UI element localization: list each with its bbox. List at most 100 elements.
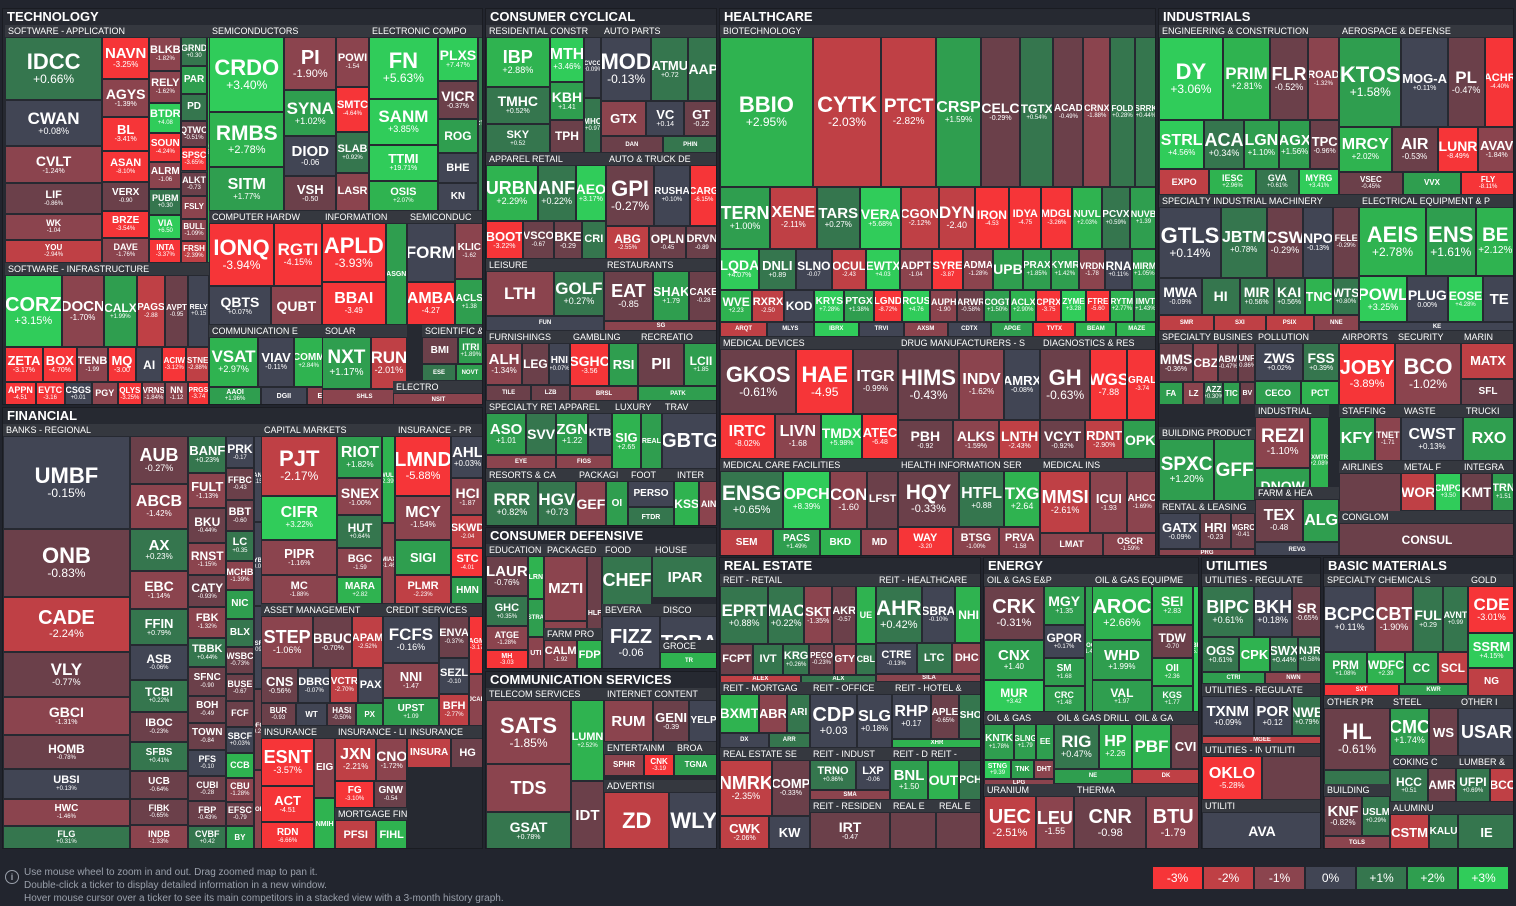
ticker-tile[interactable]: CNR -0.98 [1074, 796, 1147, 848]
ticker-tile[interactable]: RDN -6.66% [261, 821, 315, 848]
ticker-tile[interactable]: BBUC -0.70% [313, 616, 353, 668]
ticker-tile[interactable]: DK [1132, 768, 1198, 784]
industry-group[interactable]: INSURANCE - LI JXN -2.21% CNO -1.72% FG -3.10%… [335, 726, 407, 808]
industry-group[interactable]: INTEGRA KMT TRN +1.51 [1461, 461, 1513, 511]
ticker-tile[interactable]: CSGS +0.01 [64, 381, 92, 404]
ticker-tile[interactable]: TARS +0.27% [816, 186, 860, 249]
ticker-tile[interactable]: FIBK -0.65% [129, 798, 189, 825]
ticker-tile[interactable]: FIZZ -0.06 [602, 616, 660, 668]
ticker-tile[interactable]: VCTR -2.70% [330, 667, 359, 704]
ticker-tile[interactable]: AHR +0.42% [876, 586, 922, 644]
ticker-tile[interactable]: LZB [531, 384, 570, 401]
ticker-tile[interactable]: ACIW -3.12% [162, 347, 187, 382]
ticker-tile[interactable]: PX [356, 703, 383, 726]
ticker-tile[interactable]: SANM +3.85% [369, 98, 438, 145]
ticker-tile[interactable]: BGC -1.59 [337, 547, 383, 578]
ticker-tile[interactable]: STEP -1.06% [261, 616, 314, 668]
industry-group[interactable]: SPECIALTY RET ASO +1.01 SVV EYE [486, 401, 556, 469]
ticker-tile[interactable]: HI [1201, 277, 1240, 315]
ticker-tile[interactable]: CC [1404, 651, 1439, 685]
ticker-tile[interactable]: PD [181, 93, 207, 121]
ticker-tile[interactable]: RHP +0.17 [892, 694, 931, 739]
ticker-tile[interactable]: BANF +0.23% [188, 436, 227, 473]
ticker-tile[interactable]: ACAD -0.49% [1053, 37, 1084, 187]
ticker-tile[interactable]: FN +5.63% [369, 37, 438, 99]
ticker-tile[interactable]: PRG [1159, 549, 1255, 555]
ticker-tile[interactable]: TRVI [859, 321, 904, 337]
ticker-tile[interactable]: BKH +0.18% [1253, 586, 1292, 638]
ticker-tile[interactable]: AX +0.23% [129, 529, 189, 571]
industry-group[interactable]: INSURANCE INSURA HG [407, 726, 482, 768]
industry-group[interactable]: AIRLINES [1339, 461, 1401, 515]
ticker-tile[interactable]: SFBS +0.41% [129, 742, 189, 772]
ticker-tile[interactable]: JOBY -3.89% [1339, 343, 1395, 405]
ticker-tile[interactable]: TEX -0.48 [1255, 499, 1304, 543]
industry-group[interactable]: STAFFING KFY TNET -1.71 [1339, 405, 1401, 461]
ticker-tile[interactable]: LQDA +4.07% [720, 248, 759, 290]
ticker-tile[interactable]: SPXC +1.20% [1159, 439, 1215, 501]
ticker-tile[interactable]: RDNT -2.90% [1085, 420, 1124, 459]
ticker-tile[interactable]: LGND -8.72% [873, 289, 903, 322]
industry-group[interactable]: SPECIALTY INDUSTRIAL MACHINERY GTLS +0.14%… [1159, 195, 1359, 331]
ticker-tile[interactable]: LTC [916, 643, 952, 675]
ticker-tile[interactable]: QUBT [270, 286, 322, 325]
ticker-tile[interactable]: ABR [758, 694, 788, 733]
ticker-tile[interactable]: AMBA -4.27 [407, 281, 455, 325]
ticker-tile[interactable]: GRND +0.30 [181, 37, 207, 67]
ticker-tile[interactable]: AIR -0.53% [1391, 127, 1438, 172]
ticker-tile[interactable]: LMND -5.88% [395, 436, 452, 496]
ticker-tile[interactable]: KMT [1461, 473, 1493, 511]
ticker-tile[interactable]: GPI -0.27% [606, 165, 655, 226]
ticker-tile[interactable]: PBH -0.92 [898, 420, 953, 459]
ticker-tile[interactable]: PCH [959, 760, 980, 800]
ticker-tile[interactable]: VVX [1402, 171, 1462, 195]
ticker-tile[interactable]: LBRT+5.56 [1192, 586, 1198, 712]
ticker-tile[interactable]: DBD+2.35 [206, 37, 209, 263]
industry-group[interactable]: RESIDENTIAL CONSTR IBP +2.88% TMHC +0.52% SKY… [486, 25, 601, 153]
ticker-tile[interactable]: ARWR -0.58% [957, 289, 985, 322]
industry-group[interactable]: REIT - OUT PCH [928, 748, 980, 800]
ticker-tile[interactable]: KFY [1339, 417, 1375, 461]
ticker-tile[interactable]: PAGS -2.88 [137, 275, 165, 348]
industry-group[interactable]: SEMICONDUC FORM AMBA -4.27 KLIC -1.62 ACLS +1.3… [407, 211, 482, 325]
sector-consumer-cyclical[interactable]: CONSUMER CYCLICAL RESIDENTIAL CONSTR IBP +2… [485, 8, 717, 526]
ticker-tile[interactable]: CDE -3.01% [1468, 586, 1513, 634]
ticker-tile[interactable]: RXRX -2.50 [752, 289, 784, 322]
ticker-tile[interactable]: WTS +0.80% [1332, 277, 1359, 315]
ticker-tile[interactable]: JXN -2.21% [335, 738, 377, 782]
ticker-tile[interactable]: ZD [604, 792, 670, 848]
ticker-tile[interactable]: FIHL [376, 820, 407, 848]
ticker-tile[interactable]: KNTK +1.78% [984, 724, 1015, 760]
ticker-tile[interactable]: UEC -2.51% [984, 796, 1036, 848]
ticker-tile[interactable]: CALX +1.99% [103, 275, 138, 348]
industry-group[interactable]: INTERNET CONTENT RUM GENI -0.39 YELP [604, 688, 716, 742]
industry-group[interactable]: RESTAURANTS EAT -0.85 SHAK +1.79 CAKE -0.28 SG [604, 259, 716, 331]
ticker-tile[interactable]: UE [855, 586, 876, 645]
ticker-tile[interactable]: TGTX +0.54% [1019, 37, 1054, 187]
ticker-tile[interactable]: RUM [604, 700, 653, 742]
ticker-tile[interactable]: QTWO-0.51% [181, 120, 207, 147]
ticker-tile[interactable]: ABCB -1.42% [129, 484, 189, 530]
ticker-tile[interactable]: CNK -3.19 [644, 754, 674, 776]
ticker-tile[interactable]: PFSI [335, 820, 377, 848]
ticker-tile[interactable]: KE [1359, 322, 1513, 331]
ticker-tile[interactable]: XENE -2.11% [770, 186, 817, 249]
ticker-tile[interactable]: SMA [810, 789, 890, 800]
ticker-tile[interactable]: TIC [1222, 382, 1240, 405]
ticker-tile[interactable]: PI -1.90% [284, 37, 337, 91]
ticker-tile[interactable]: CVCO+0.09% [584, 37, 601, 99]
ticker-tile[interactable]: LZ [1183, 382, 1205, 405]
ticker-tile[interactable]: CADE -2.24% [3, 597, 130, 652]
industry-group[interactable]: OIL & GAS DRILL RIG +0.47% HP +2.26 NE [1054, 712, 1132, 784]
ticker-tile[interactable]: REZI -1.10% [1255, 417, 1311, 468]
industry-group[interactable]: REAL ESTATE SE NMRK -2.35% COMP -0.33% CWK -2.… [720, 748, 810, 848]
ticker-tile[interactable]: BOOT -3.22% [486, 220, 523, 259]
industry-group[interactable]: ELECTRO NSIT [393, 381, 482, 404]
ticker-tile[interactable]: PCT [1300, 381, 1339, 405]
ticker-tile[interactable]: MAC +0.22% [768, 586, 804, 645]
ticker-tile[interactable]: LC +0.35 [226, 530, 254, 561]
industry-group[interactable]: DRUG MANUFACTURERS - S HIMS -0.43% INDV -1.6… [898, 337, 1040, 459]
ticker-tile[interactable]: AROC +2.66% [1092, 586, 1152, 641]
ticker-tile[interactable]: WULF+2.39% [382, 436, 395, 524]
ticker-tile[interactable]: YELP [689, 700, 716, 742]
